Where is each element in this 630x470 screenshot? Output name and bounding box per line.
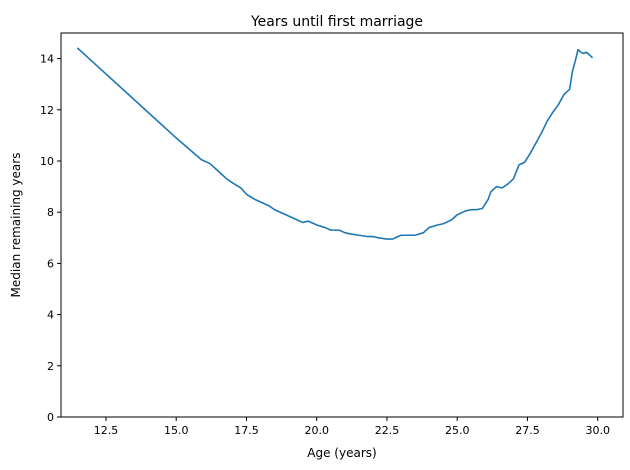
series-layer bbox=[77, 47, 593, 240]
x-tick-label: 20.0 bbox=[304, 424, 329, 437]
x-tick-label: 12.5 bbox=[94, 424, 119, 437]
plot-area bbox=[60, 32, 624, 418]
y-tick-label: 2 bbox=[47, 360, 54, 373]
x-tick-label: 22.5 bbox=[375, 424, 400, 437]
y-tick-label: 8 bbox=[47, 206, 54, 219]
y-axis: 0 2 4 6 8 10 12 14 bbox=[40, 53, 61, 424]
y-tick-label: 4 bbox=[47, 309, 54, 322]
y-axis-label: Median remaining years bbox=[9, 153, 23, 298]
plot-frame bbox=[60, 32, 624, 418]
x-tick-label: 27.5 bbox=[515, 424, 540, 437]
y-tick-label: 6 bbox=[47, 257, 54, 270]
y-tick-label: 10 bbox=[40, 155, 54, 168]
chart-title: Years until first marriage bbox=[250, 14, 423, 30]
x-axis-label: Age (years) bbox=[307, 446, 376, 460]
y-tick-label: 0 bbox=[47, 411, 54, 424]
y-tick-label: 12 bbox=[40, 104, 54, 117]
x-tick-label: 25.0 bbox=[445, 424, 470, 437]
x-tick-label: 15.0 bbox=[164, 424, 189, 437]
x-tick-label: 30.0 bbox=[585, 424, 610, 437]
x-tick-label: 17.5 bbox=[234, 424, 259, 437]
series-line bbox=[77, 47, 593, 240]
x-axis: 12.5 15.0 17.5 20.0 22.5 25.0 27.5 30.0 bbox=[94, 417, 610, 437]
y-tick-label: 14 bbox=[40, 53, 54, 66]
